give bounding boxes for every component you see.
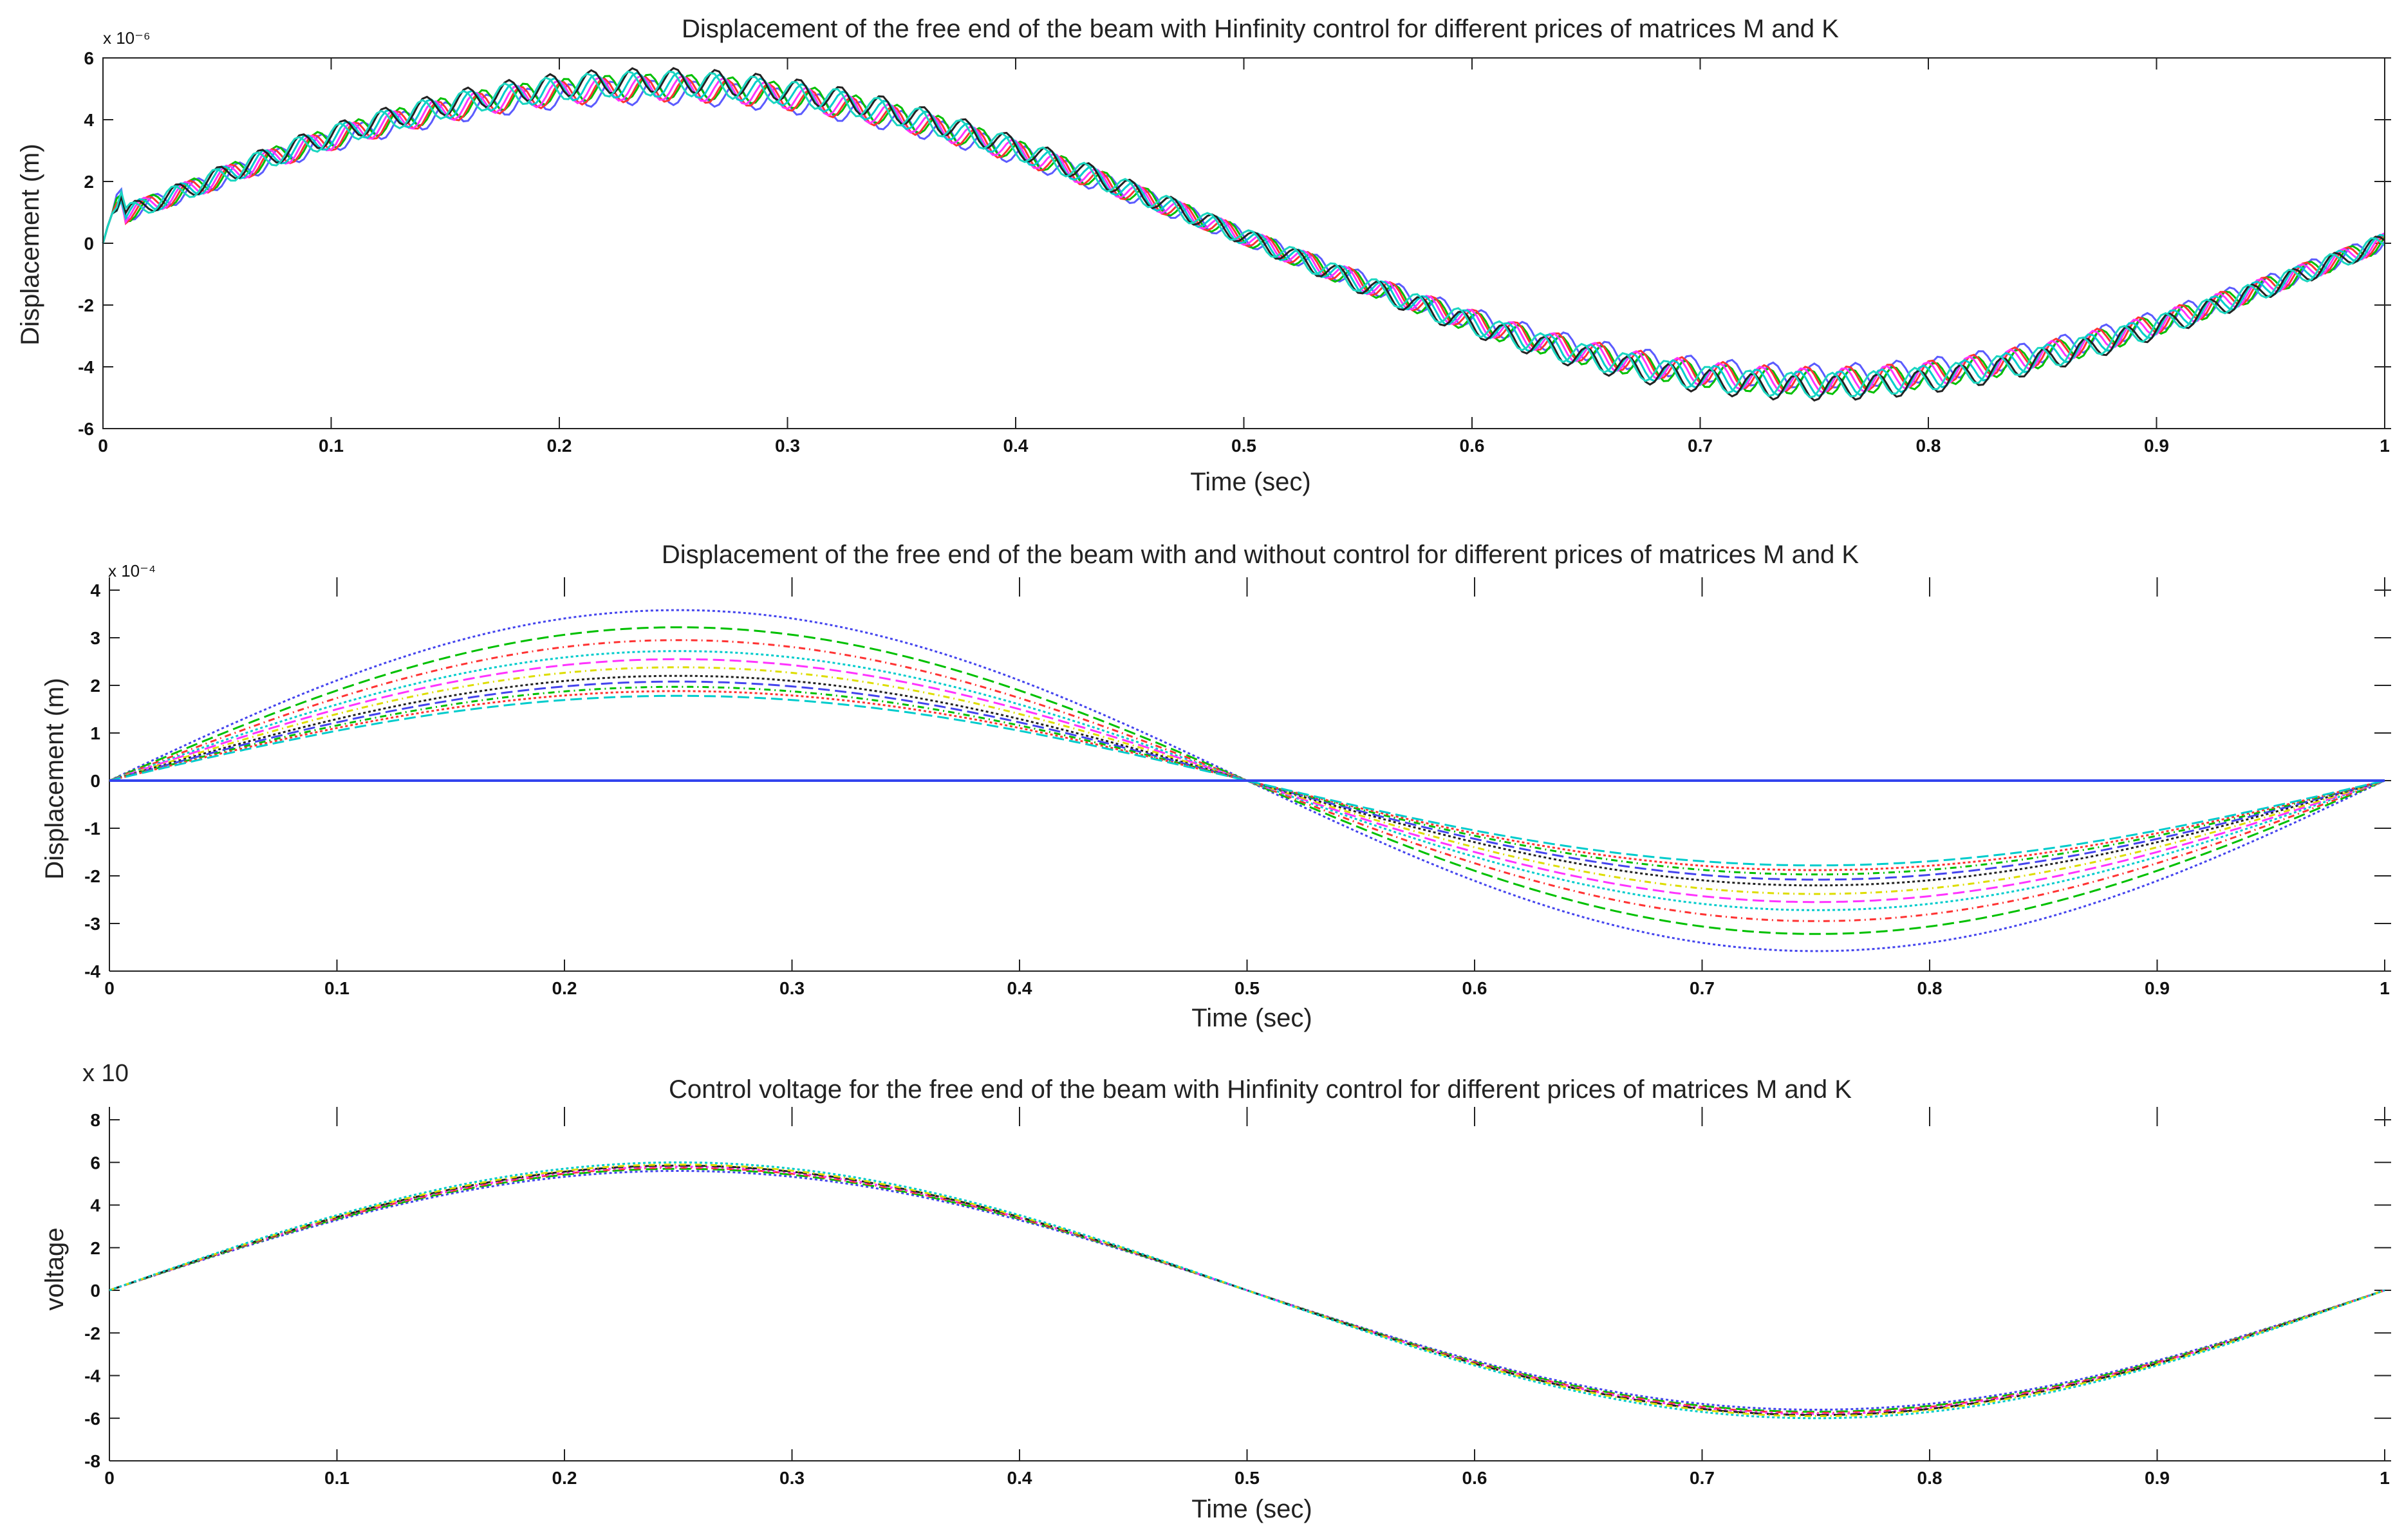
y-tick-label: 0 — [90, 771, 100, 791]
displacement-with-without-control-plot: Displacement of the free end of the beam… — [41, 541, 2391, 1032]
x-tick-label: 0.1 — [324, 978, 349, 998]
y-tick-label: 2 — [90, 676, 100, 696]
y-exponent-label: x 10 — [82, 1060, 129, 1087]
x-tick-label: 0.3 — [779, 978, 805, 998]
axes-box — [102, 57, 2385, 429]
y-tick-label: 6 — [84, 48, 94, 68]
y-tick-label: 4 — [84, 110, 94, 130]
series-line — [109, 658, 2385, 904]
x-axis-label: Time (sec) — [1191, 1495, 1312, 1523]
x-tick-label: 0 — [104, 978, 115, 998]
series-line — [109, 1164, 2385, 1417]
series-line — [102, 73, 2386, 395]
x-tick-label: 0.3 — [779, 1468, 805, 1488]
x-tick-label: 0.1 — [319, 436, 344, 456]
x-tick-label: 0.7 — [1690, 1468, 1715, 1488]
x-tick-label: 0.4 — [1007, 1468, 1032, 1488]
series-line — [102, 70, 2385, 398]
y-tick-label: 0 — [84, 234, 94, 254]
control-voltage-plot: x 10 Control voltage for the free end of… — [41, 1060, 2391, 1523]
y-axis-label: Displacement (m) — [41, 678, 69, 879]
x-tick-label: 0 — [98, 436, 108, 456]
x-axis-label: Time (sec) — [1190, 468, 1310, 496]
series-line — [109, 666, 2385, 895]
x-tick-label: 0.2 — [552, 1468, 577, 1488]
x-tick-label: 0.8 — [1917, 978, 1943, 998]
y-tick-label: -3 — [84, 914, 100, 934]
series-line — [102, 74, 2385, 394]
y-tick-label: -2 — [84, 866, 100, 886]
x-tick-label: 0.2 — [552, 978, 577, 998]
y-tick-label: 0 — [90, 1281, 100, 1301]
x-tick-label: 0.6 — [1462, 978, 1487, 998]
displacement-hinfinity-plot: Displacement of the free end of the beam… — [16, 15, 2391, 496]
x-tick-label: 0.1 — [324, 1468, 349, 1488]
x-tick-label: 0.8 — [1917, 1468, 1943, 1488]
series-line — [102, 71, 2385, 398]
series-line — [109, 1170, 2385, 1411]
x-tick-label: 0.4 — [1007, 978, 1032, 998]
series-layer — [109, 1161, 2385, 1420]
series-line — [109, 609, 2385, 952]
series-line — [102, 80, 2386, 389]
x-tick-label: 0.2 — [547, 436, 572, 456]
plot-title: Displacement of the free end of the beam… — [682, 15, 1839, 43]
x-tick-label: 1 — [2380, 436, 2390, 456]
y-tick-label: 2 — [90, 1238, 100, 1258]
y-tick-label: -2 — [78, 295, 94, 315]
x-tick-label: 0.9 — [2145, 978, 2170, 998]
series-line — [102, 76, 2386, 393]
y-tick-label: 2 — [84, 172, 94, 192]
tick-layer: 0 0.1 0.2 0.3 0.4 0.5 0.6 0.7 0.8 0.9 1 6 4 2 0 -2 -4 -6 — [78, 48, 2391, 456]
series-line — [109, 685, 2385, 876]
x-tick-label: 0.5 — [1235, 978, 1260, 998]
y-tick-label: -6 — [78, 419, 94, 439]
y-exponent-label: x 10⁻⁴ — [108, 561, 156, 580]
x-axis-label: Time (sec) — [1191, 1004, 1312, 1032]
y-tick-label: 6 — [90, 1153, 100, 1173]
x-tick-label: 0.5 — [1231, 436, 1256, 456]
y-tick-label: 3 — [90, 628, 100, 648]
x-tick-label: 0.6 — [1460, 436, 1485, 456]
x-tick-label: 0.7 — [1688, 436, 1713, 456]
tick-layer: 0 0.1 0.2 0.3 0.4 0.5 0.6 0.7 0.8 0.9 1 8 6 4 2 0 -2 -4 -6… — [84, 1107, 2391, 1488]
plot-title: Displacement of the free end of the beam… — [662, 541, 1859, 569]
series-layer — [109, 609, 2385, 952]
x-tick-label: 1 — [2380, 978, 2390, 998]
y-tick-label: -1 — [84, 819, 100, 839]
x-tick-label: 0.9 — [2145, 1468, 2170, 1488]
x-tick-label: 0 — [104, 1468, 115, 1488]
y-tick-label: 8 — [90, 1110, 100, 1130]
x-tick-label: 0.9 — [2144, 436, 2169, 456]
y-tick-label: -4 — [84, 1366, 100, 1386]
y-exponent-label: x 10⁻⁶ — [103, 28, 151, 48]
series-line — [109, 1167, 2385, 1413]
x-tick-label: 0.4 — [1003, 436, 1029, 456]
series-line — [109, 626, 2385, 935]
series-line — [109, 694, 2385, 867]
x-tick-label: 0.6 — [1462, 1468, 1487, 1488]
y-tick-label: -2 — [84, 1323, 100, 1343]
x-tick-label: 0.7 — [1690, 978, 1715, 998]
plot-title: Control voltage for the free end of the … — [669, 1075, 1852, 1104]
y-tick-label: -4 — [78, 357, 94, 377]
x-tick-label: 0.5 — [1235, 1468, 1260, 1488]
series-line — [109, 1165, 2385, 1415]
series-line — [102, 67, 2385, 402]
tick-layer: 0 0.1 0.2 0.3 0.4 0.5 0.6 0.7 0.8 0.9 1 4 3 2 1 0 -1 -2 -3… — [84, 577, 2391, 998]
x-tick-label: 0.8 — [1916, 436, 1941, 456]
y-axis-label: voltage — [41, 1228, 69, 1311]
x-tick-label: 0.3 — [775, 436, 800, 456]
y-tick-label: 1 — [90, 723, 100, 743]
y-tick-label: -8 — [84, 1451, 100, 1471]
x-tick-label: 1 — [2380, 1468, 2390, 1488]
y-axis-label: Displacement (m) — [16, 144, 44, 345]
y-tick-label: -6 — [84, 1409, 100, 1429]
y-tick-label: -4 — [84, 961, 100, 981]
y-tick-label: 4 — [90, 1196, 100, 1216]
y-tick-label: 4 — [90, 580, 100, 600]
series-layer — [102, 67, 2386, 402]
